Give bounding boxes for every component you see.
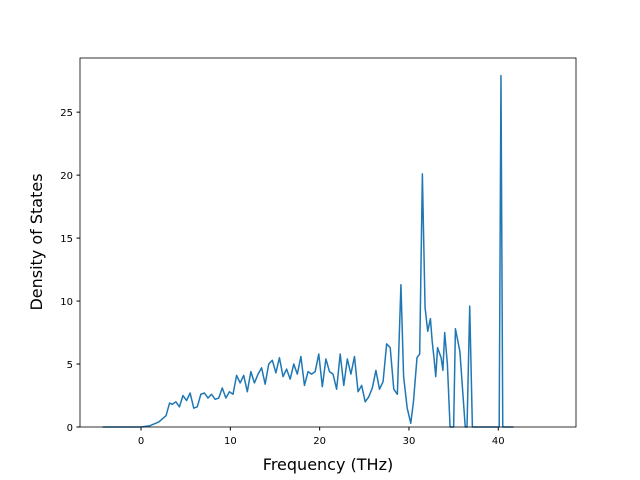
x-tick-label: 30 xyxy=(403,436,416,447)
y-tick-label: 5 xyxy=(67,360,73,371)
x-tick-label: 20 xyxy=(313,436,326,447)
y-tick-label: 0 xyxy=(67,423,73,434)
x-tick-label: 0 xyxy=(138,436,144,447)
y-tick-label: 25 xyxy=(60,108,73,119)
axes-frame xyxy=(79,57,577,428)
x-tick-label: 10 xyxy=(224,436,237,447)
y-tick-label: 10 xyxy=(60,297,73,308)
y-tick-label: 20 xyxy=(60,171,73,182)
data-line xyxy=(102,74,514,428)
x-tick-label: 40 xyxy=(492,436,505,447)
x-axis-label: Frequency (THz) xyxy=(263,455,393,474)
y-axis-label: Density of States xyxy=(27,173,46,310)
y-tick-label: 15 xyxy=(60,234,73,245)
